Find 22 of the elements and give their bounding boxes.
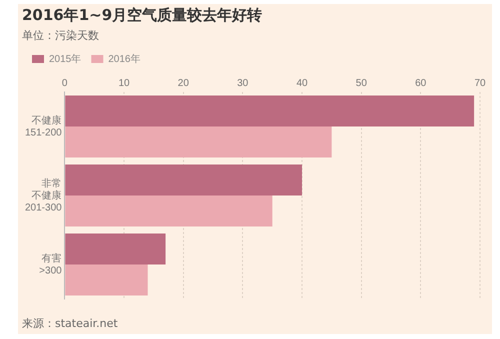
x-tick-label: 0 [62,78,68,89]
bar [65,196,272,227]
bar [65,126,332,158]
chart-title: 2016年1~9月空气质量较去年好转 [22,6,262,25]
x-tick-label: 50 [356,78,368,89]
bar [65,264,148,296]
y-tick-label: 不健康 151-200 [24,114,62,138]
x-tick-label: 30 [237,78,249,89]
source-note: 来源：stateair.net [22,316,118,331]
bar [65,164,302,196]
y-tick-label: 非常不健康 201-300 [24,177,62,214]
bar [65,233,166,264]
legend-label: 2015年 [49,52,82,65]
x-tick-label: 70 [474,78,486,89]
x-tick-label: 40 [296,78,308,89]
legend-label: 2016年 [108,52,140,65]
bar [65,95,474,126]
y-tick-label: 有害 >300 [39,252,62,276]
chart-subtitle: 单位：污染天数 [22,28,99,43]
x-tick-label: 60 [415,78,427,89]
x-tick-label: 10 [118,78,130,89]
x-tick-label: 20 [178,78,190,89]
